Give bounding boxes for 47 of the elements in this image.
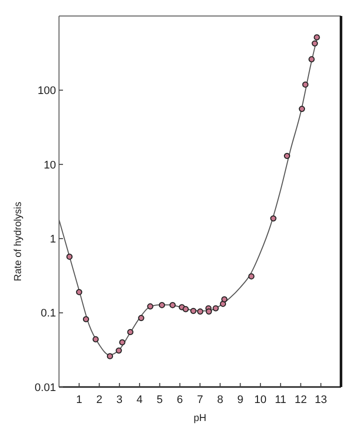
x-tick-label: 2 [96,394,102,406]
point [76,289,82,296]
x-tick-label: 6 [176,394,183,406]
point [221,296,228,302]
x-tick-label: 8 [217,394,224,406]
x-tick-label: 3 [116,394,122,406]
x-tick-label: 9 [237,394,244,406]
y-tick-label: 100 [38,85,56,98]
point [270,215,276,222]
y-tick-label: 0.1 [40,308,56,320]
point [308,56,315,62]
x-tick-label: 12 [294,394,307,406]
y-tick-label: 10 [44,159,56,172]
x-tick-label: 10 [254,394,267,406]
point [127,328,134,336]
point [106,353,114,360]
point [248,273,254,280]
point [206,308,212,315]
point [284,152,290,160]
point [212,305,219,312]
point [220,300,226,307]
point [158,302,166,308]
y-axis-title: Rate of hydrolysis [13,202,24,282]
point [66,254,73,260]
point [314,34,320,40]
x-tick-label: 1 [76,394,82,406]
point [82,316,90,322]
y-tick-label: 0.01 [34,382,56,394]
point [190,308,196,314]
x-tick-label: 5 [156,394,163,406]
point [298,106,306,112]
point [92,336,99,342]
point [147,303,154,310]
y-tick-label: 1 [50,233,56,246]
x-tick-label: 7 [196,394,204,406]
point [197,308,204,315]
point [182,306,189,312]
x-axis-title: pH [194,413,206,424]
point [138,314,144,322]
point [119,339,126,346]
point [302,81,308,88]
point [312,40,318,47]
x-tick-label: 13 [314,394,327,406]
point [170,302,176,308]
x-tick-label: 11 [274,394,286,406]
x-tick-label: 4 [136,394,143,406]
point [116,347,122,354]
